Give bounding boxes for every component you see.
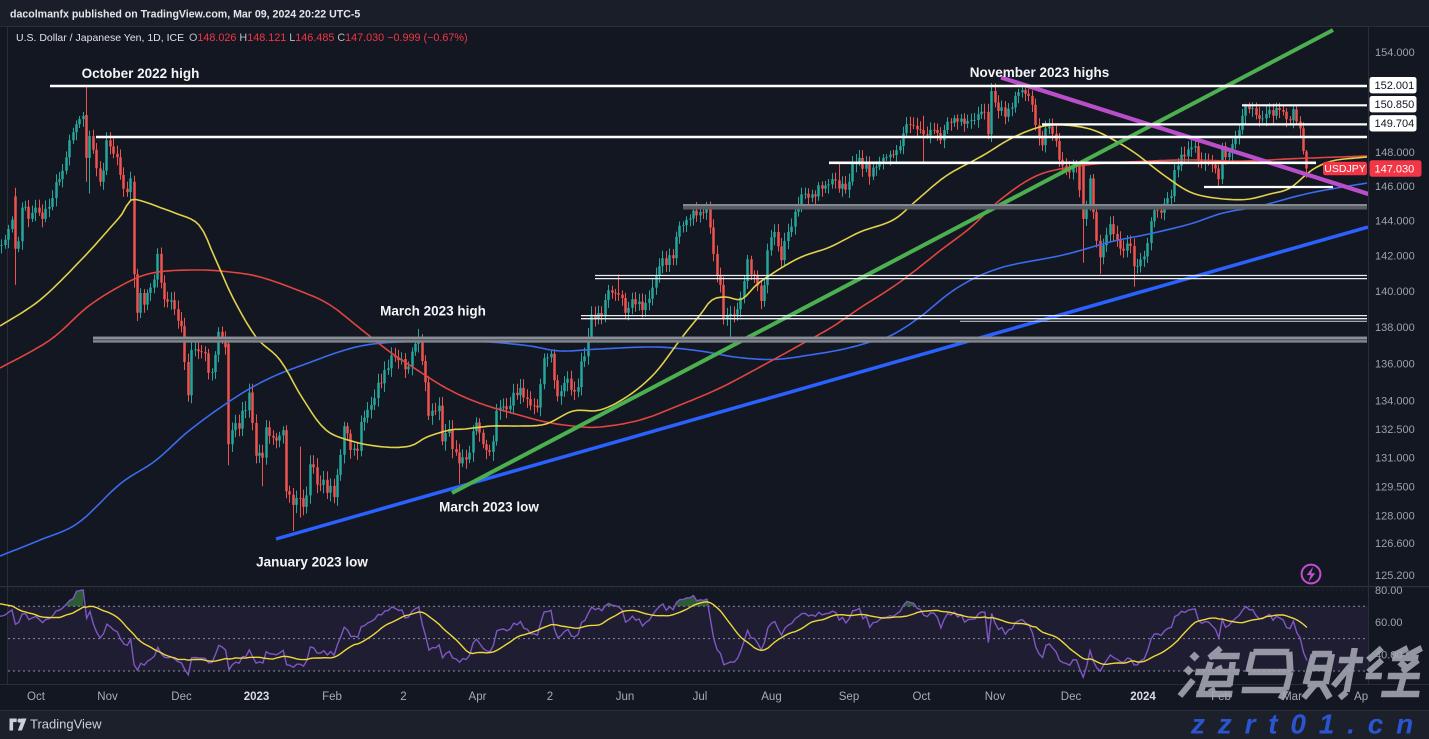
svg-text:147.030: 147.030	[1375, 163, 1415, 175]
svg-text:142.000: 142.000	[1375, 251, 1415, 263]
svg-text:January 2023 low: January 2023 low	[256, 555, 368, 570]
svg-text:Sep: Sep	[839, 691, 859, 703]
svg-text:Mar: Mar	[1282, 691, 1302, 703]
svg-text:Apr: Apr	[1354, 691, 1372, 703]
svg-text:132.500: 132.500	[1375, 424, 1415, 436]
svg-text:2: 2	[400, 691, 406, 703]
svg-text:Oct: Oct	[27, 691, 46, 703]
svg-text:80.00: 80.00	[1375, 585, 1403, 597]
svg-text:October 2022 high: October 2022 high	[82, 66, 200, 81]
svg-text:149.704: 149.704	[1375, 118, 1415, 130]
svg-text:2: 2	[547, 691, 553, 703]
svg-text:134.000: 134.000	[1375, 396, 1415, 408]
svg-text:148.000: 148.000	[1375, 147, 1415, 159]
svg-text:Nov: Nov	[985, 691, 1006, 703]
svg-text:2023: 2023	[244, 691, 270, 703]
svg-text:Feb: Feb	[322, 691, 342, 703]
svg-text:U.S. Dollar / Japanese Yen, 1D: U.S. Dollar / Japanese Yen, 1D, ICE	[16, 32, 184, 44]
svg-text:March 2023 low: March 2023 low	[439, 500, 539, 515]
svg-text:Nov: Nov	[97, 691, 118, 703]
svg-text:2024: 2024	[1130, 691, 1156, 703]
svg-text:136.000: 136.000	[1375, 359, 1415, 371]
svg-text:Dec: Dec	[171, 691, 192, 703]
svg-text:TradingView: TradingView	[30, 717, 102, 732]
svg-text:Apr: Apr	[469, 691, 487, 703]
svg-text:152.001: 152.001	[1375, 80, 1415, 92]
svg-text:O148.026 H148.121 L146.485 C14: O148.026 H148.121 L146.485 C147.030 −0.9…	[189, 32, 468, 44]
svg-text:zzrt01.cn: zzrt01.cn	[1190, 709, 1426, 739]
svg-text:Oct: Oct	[913, 691, 932, 703]
svg-text:Dec: Dec	[1061, 691, 1082, 703]
svg-text:150.850: 150.850	[1375, 99, 1415, 111]
svg-text:128.000: 128.000	[1375, 511, 1415, 523]
svg-text:March 2023 high: March 2023 high	[380, 304, 486, 319]
svg-text:November 2023 highs: November 2023 highs	[970, 65, 1110, 80]
svg-text:131.000: 131.000	[1375, 452, 1415, 464]
svg-text:138.000: 138.000	[1375, 322, 1415, 334]
svg-text:125.200: 125.200	[1375, 570, 1415, 582]
svg-text:129.500: 129.500	[1375, 481, 1415, 493]
svg-text:USDJPY: USDJPY	[1324, 163, 1365, 175]
svg-text:154.000: 154.000	[1375, 47, 1415, 59]
svg-text:Aug: Aug	[761, 691, 781, 703]
svg-text:dacolmanfx published on Tradin: dacolmanfx published on TradingView.com,…	[10, 9, 360, 21]
svg-text:126.600: 126.600	[1375, 538, 1415, 550]
svg-text:140.000: 140.000	[1375, 286, 1415, 298]
svg-text:146.000: 146.000	[1375, 181, 1415, 193]
svg-text:Jul: Jul	[693, 691, 708, 703]
svg-text:60.00: 60.00	[1375, 617, 1403, 629]
svg-text:144.000: 144.000	[1375, 215, 1415, 227]
svg-text:Jun: Jun	[616, 691, 635, 703]
